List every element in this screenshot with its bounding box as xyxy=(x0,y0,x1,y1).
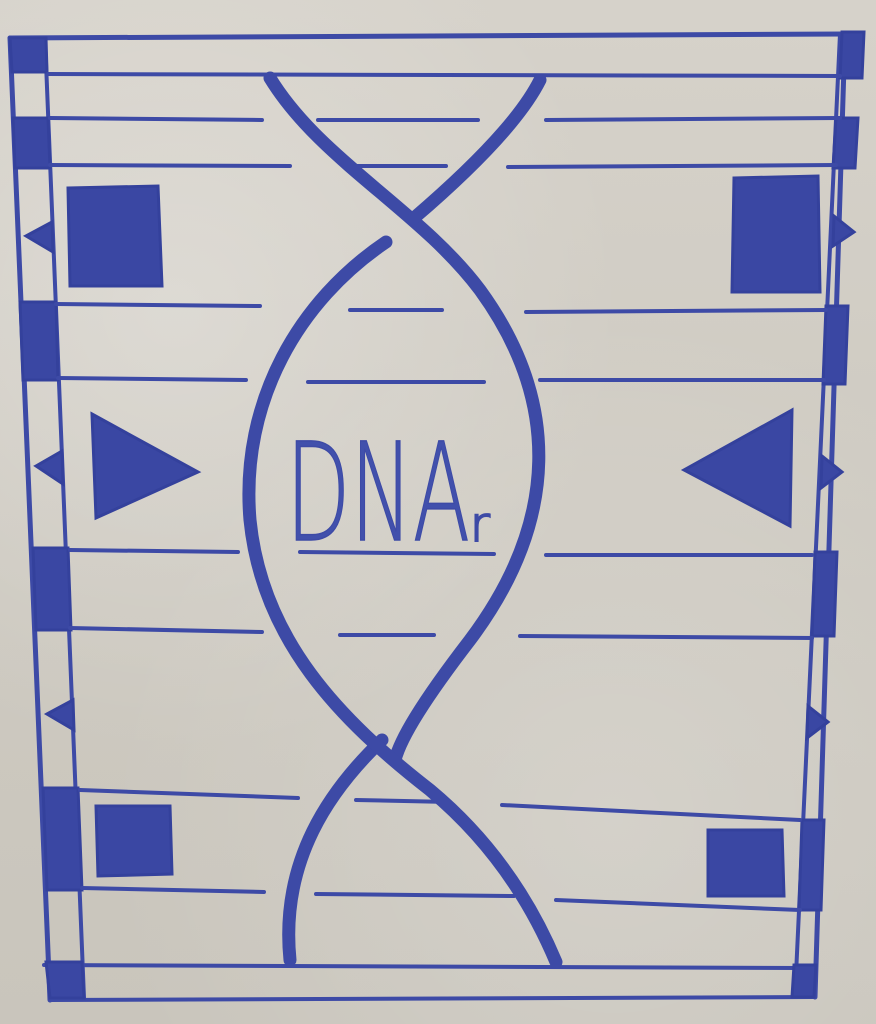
left-film-block-5 xyxy=(41,786,84,892)
rung-row-8-left xyxy=(78,788,300,800)
right-film-block-3 xyxy=(821,304,850,386)
rung-row-7-right xyxy=(518,634,814,640)
rung-row-4-right xyxy=(524,308,828,314)
helix-strand-b-upper xyxy=(407,73,547,225)
rung-row-4-left xyxy=(54,302,262,308)
right-notch-icon-2 xyxy=(819,452,845,492)
right-film-block-2 xyxy=(831,116,860,170)
filled-square-icon-top-left xyxy=(66,184,164,288)
rung-row-9-left xyxy=(80,886,266,894)
rung-row-3-right xyxy=(506,163,838,169)
filled-square-icon-bottom-left xyxy=(94,804,174,878)
left-film-block-4 xyxy=(31,546,73,632)
left-film-block-2 xyxy=(11,116,52,170)
dna-label: DNA r xyxy=(285,414,491,574)
right-film-block-5 xyxy=(797,818,826,912)
dna-label-sub: r xyxy=(470,497,490,553)
filled-square-icon-top-right xyxy=(730,174,822,294)
frame-bottom-inner-line xyxy=(42,963,802,970)
rung-row-9-mid xyxy=(314,892,516,898)
left-film-block-1 xyxy=(8,36,49,74)
frame-horizontal-lines xyxy=(7,31,848,1002)
left-notch-icon-1 xyxy=(22,219,55,255)
left-notch-icon-3 xyxy=(43,697,76,733)
rung-row-6-mid xyxy=(298,550,496,556)
decor-triangles xyxy=(90,407,794,529)
frame-bottom-line xyxy=(48,995,817,1002)
left-film-block-6 xyxy=(44,960,86,1000)
rung-row-5-left xyxy=(56,376,248,382)
filled-triangle-icon-right xyxy=(680,407,794,529)
dna-helix-strands xyxy=(242,71,563,969)
decor-squares xyxy=(66,174,822,898)
rung-row-2-left xyxy=(48,116,264,122)
left-film-strip xyxy=(7,35,86,1003)
rung-row-7-left xyxy=(68,626,264,634)
helix-strand-a-lower xyxy=(282,733,389,967)
left-notch-icon-2 xyxy=(33,448,65,487)
helix-strand-a-upper xyxy=(263,71,546,767)
left-strip-outer-edge xyxy=(7,35,53,1003)
rung-row-1 xyxy=(46,72,842,78)
right-film-block-1 xyxy=(838,30,866,80)
rung-row-8-right xyxy=(500,803,802,822)
dna-rungs xyxy=(46,72,842,912)
right-film-block-6 xyxy=(790,963,818,999)
right-notch-icon-3 xyxy=(805,702,831,742)
rung-row-6-left xyxy=(68,548,240,554)
filled-triangle-icon-left xyxy=(90,411,202,521)
left-film-block-3 xyxy=(18,300,60,382)
frame-top-line xyxy=(7,31,848,41)
right-film-strip xyxy=(790,30,866,1000)
helix-strand-b-lower xyxy=(242,235,563,969)
rung-row-2-right xyxy=(544,116,842,122)
right-notch-icon-1 xyxy=(831,212,857,249)
rung-row-3-left xyxy=(48,163,292,168)
filled-square-icon-bottom-right xyxy=(706,828,786,898)
dna-label-main: DNA xyxy=(286,415,470,573)
rung-row-9-right xyxy=(554,898,802,912)
right-film-block-4 xyxy=(810,550,839,638)
